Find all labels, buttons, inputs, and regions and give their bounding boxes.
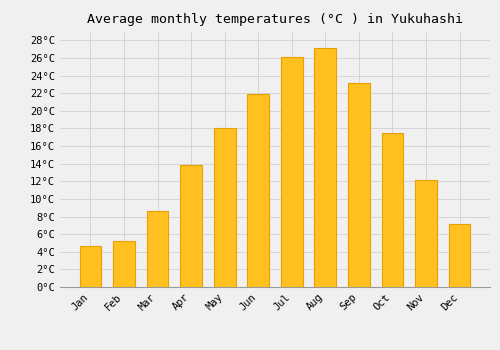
Bar <box>180 166 202 287</box>
Bar <box>314 48 336 287</box>
Bar <box>146 211 169 287</box>
Bar <box>214 127 236 287</box>
Bar <box>382 133 404 287</box>
Bar <box>80 246 102 287</box>
Bar <box>281 57 302 287</box>
Bar <box>415 180 437 287</box>
Title: Average monthly temperatures (°C ) in Yukuhashi: Average monthly temperatures (°C ) in Yu… <box>87 13 463 26</box>
Bar <box>448 224 470 287</box>
Bar <box>248 94 269 287</box>
Bar <box>348 84 370 287</box>
Bar <box>113 241 135 287</box>
